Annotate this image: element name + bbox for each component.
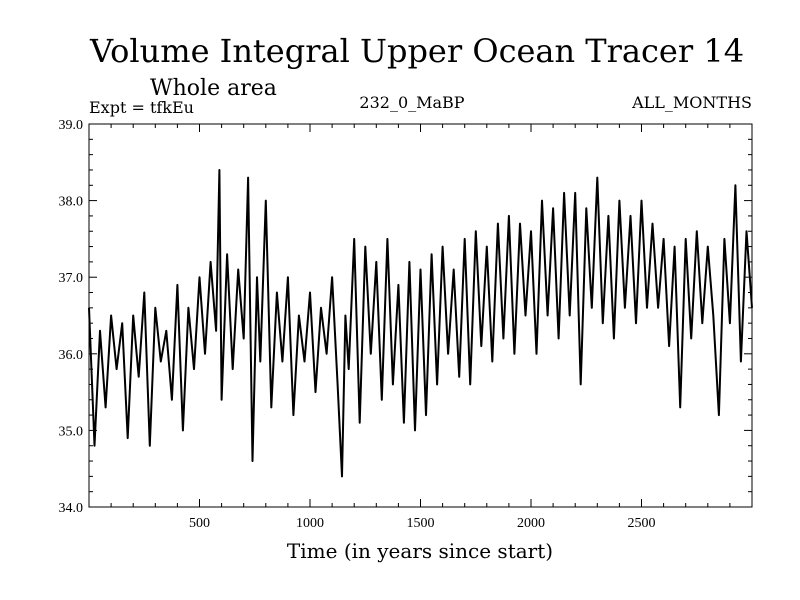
months-label: ALL_MONTHS — [631, 93, 752, 112]
period-label: 232_0_MaBP — [359, 93, 464, 112]
y-tick-label: 34.0 — [59, 501, 84, 516]
y-tick-label: 37.0 — [59, 271, 84, 286]
x-tick-label: 1500 — [407, 516, 435, 531]
experiment-label: Expt = tfkEu — [89, 98, 194, 117]
series-line — [88, 169, 753, 478]
x-tick-label: 1000 — [296, 516, 324, 531]
y-tick-label: 36.0 — [59, 348, 84, 363]
x-tick-label: 500 — [189, 516, 210, 531]
chart-title: Volume Integral Upper Ocean Tracer 14 — [89, 32, 744, 70]
y-tick-label: 39.0 — [59, 118, 84, 133]
plot-frame — [88, 123, 753, 508]
x-tick-label: 2500 — [628, 516, 656, 531]
x-tick-label: 2000 — [517, 516, 545, 531]
x-axis-label: Time (in years since start) — [287, 539, 553, 563]
y-tick-label: 38.0 — [59, 195, 84, 210]
plot-area — [88, 124, 753, 507]
y-tick-label: 35.0 — [59, 424, 84, 439]
chart-subtitle: Whole area — [150, 76, 277, 101]
